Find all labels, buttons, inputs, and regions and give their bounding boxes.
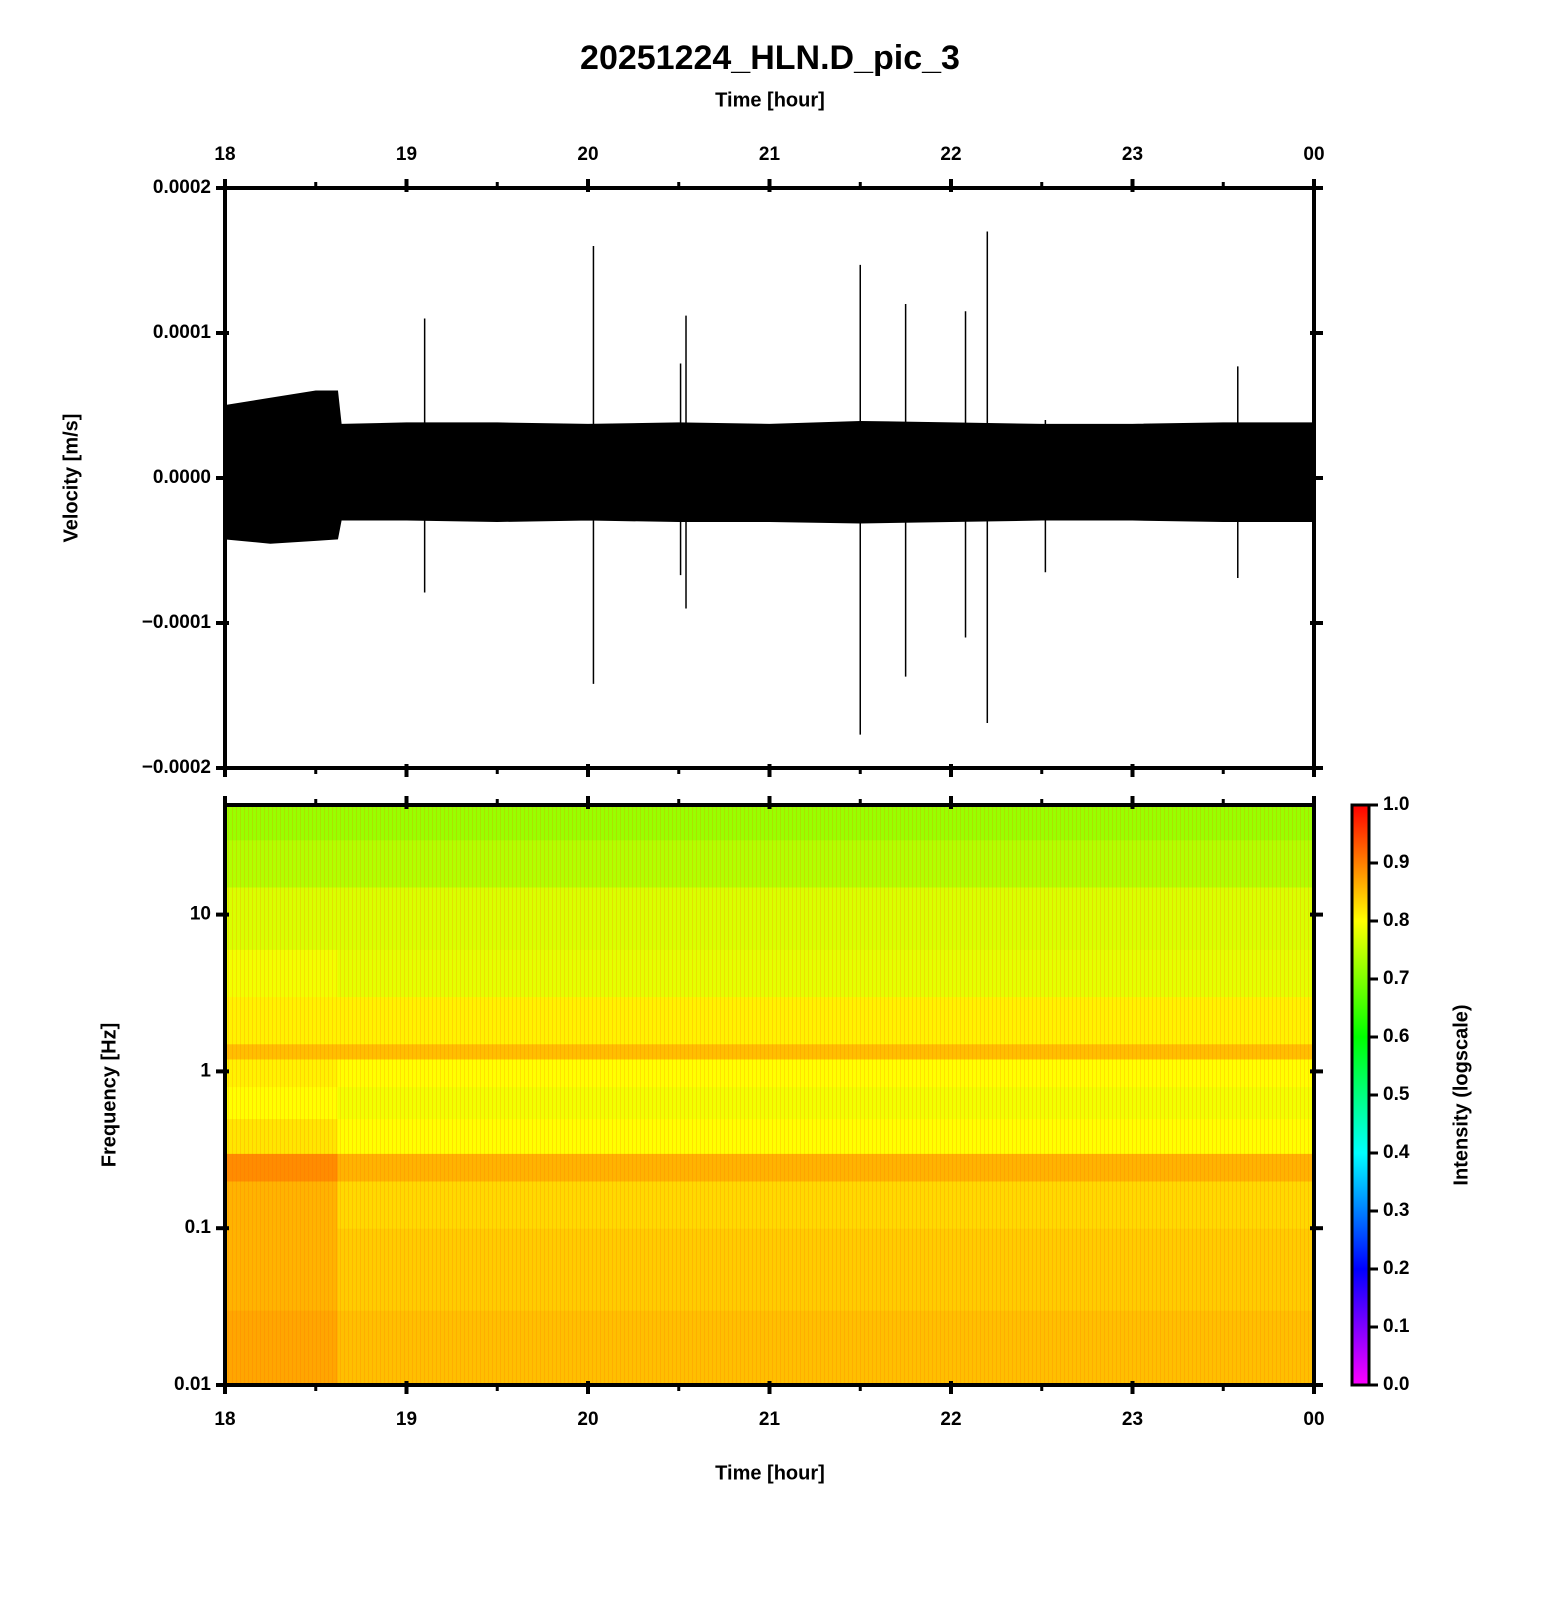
colorbar [1350, 803, 1371, 1387]
x-tick-label: 00 [1303, 144, 1324, 165]
x-tick-label: 22 [940, 144, 961, 165]
y-tick-label: 0.1 [185, 1217, 212, 1238]
y-tick-label: −0.0001 [142, 612, 212, 633]
y-tick-label: 0.01 [174, 1374, 211, 1395]
y-axis-label: Velocity [m/s] [60, 414, 82, 543]
colorbar-tick-label: 0.6 [1383, 1026, 1409, 1047]
colorbar-tick-label: 0.9 [1383, 852, 1409, 873]
x-tick-label: 22 [940, 1409, 961, 1430]
colorbar-label: Intensity (logscale) [1450, 1004, 1472, 1185]
x-tick-label: 19 [396, 1409, 417, 1430]
y-tick-label: 1 [200, 1060, 211, 1081]
x-tick-label: 18 [214, 1409, 235, 1430]
x-tick-label: 23 [1122, 1409, 1143, 1430]
x-axis-label: Time [hour] [715, 89, 825, 111]
colorbar-tick-label: 0.7 [1383, 968, 1409, 989]
y-tick-label: 0.0002 [153, 177, 211, 198]
y-tick-label: 10 [190, 904, 211, 925]
colorbar-tick-label: 0.3 [1383, 1200, 1409, 1221]
texture [225, 805, 1314, 1385]
colorbar-tick-label: 0.0 [1383, 1374, 1409, 1395]
colorbar-tick-label: 0.8 [1383, 910, 1409, 931]
x-axis-label: Time [hour] [715, 1462, 825, 1484]
colorbar-tick-label: 0.1 [1383, 1316, 1410, 1337]
colorbar-tick-label: 0.2 [1383, 1258, 1409, 1279]
x-tick-label: 21 [759, 144, 781, 165]
x-tick-label: 21 [759, 1409, 781, 1430]
waveform-envelope [224, 390, 1315, 479]
x-tick-label: 19 [396, 144, 417, 165]
y-tick-label: −0.0002 [142, 757, 211, 778]
x-tick-label: 20 [577, 1409, 598, 1430]
colorbar-tick-label: 0.5 [1383, 1084, 1410, 1105]
chart-title: 20251224_HLN.D_pic_3 [580, 39, 960, 77]
x-tick-label: 00 [1303, 1409, 1324, 1430]
colorbar-tick-label: 0.4 [1383, 1142, 1410, 1163]
plot-frame [223, 803, 1316, 1387]
plot-frame [223, 186, 1316, 770]
colorbar-tick-label: 1.0 [1383, 794, 1409, 815]
y-axis-label: Frequency [Hz] [98, 1023, 120, 1167]
x-tick-label: 20 [577, 144, 598, 165]
x-tick-label: 23 [1122, 144, 1143, 165]
waveform-envelope [224, 477, 1315, 544]
y-tick-label: 0.0000 [153, 467, 211, 488]
y-tick-label: 0.0001 [153, 322, 212, 343]
x-tick-label: 18 [214, 144, 235, 165]
